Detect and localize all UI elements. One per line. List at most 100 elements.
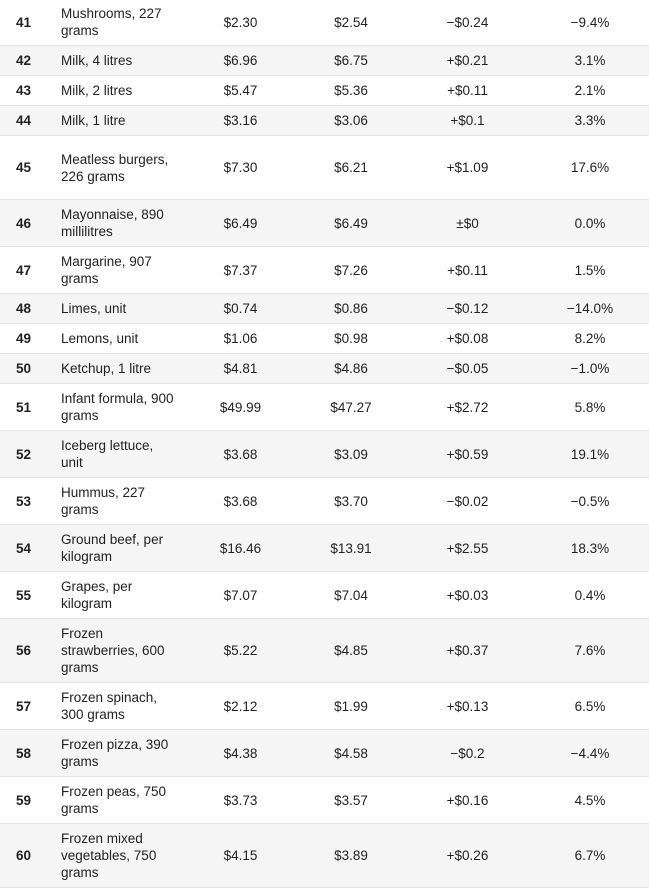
row-percent: 0.4% — [531, 571, 649, 619]
table-row: 56 Frozen strawberries, 600 grams $5.22 … — [0, 618, 649, 683]
table-row: 59 Frozen peas, 750 grams $3.73 $3.57 +$… — [0, 776, 649, 824]
table-row: 54 Ground beef, per kilogram $16.46 $13.… — [0, 524, 649, 572]
row-change: +$0.03 — [404, 571, 531, 619]
row-rank: 60 — [0, 823, 53, 888]
row-price-a: $5.47 — [183, 75, 298, 106]
row-percent: 18.3% — [531, 524, 649, 572]
row-price-b: $0.86 — [298, 293, 404, 324]
row-item: Margarine, 907 grams — [53, 246, 183, 294]
row-change: −$0.12 — [404, 293, 531, 324]
row-item: Milk, 1 litre — [53, 105, 183, 136]
row-price-a: $2.12 — [183, 682, 298, 730]
row-change: +$2.72 — [404, 383, 531, 431]
table-row: 51 Infant formula, 900 grams $49.99 $47.… — [0, 383, 649, 431]
row-item: Infant formula, 900 grams — [53, 383, 183, 431]
row-price-a: $4.81 — [183, 353, 298, 384]
row-item: Iceberg lettuce, unit — [53, 430, 183, 478]
row-percent: −9.4% — [531, 0, 649, 46]
row-price-b: $3.06 — [298, 105, 404, 136]
table-row: 50 Ketchup, 1 litre $4.81 $4.86 −$0.05 −… — [0, 353, 649, 384]
row-change: −$0.05 — [404, 353, 531, 384]
row-rank: 57 — [0, 682, 53, 730]
row-rank: 59 — [0, 776, 53, 824]
table-row: 41 Mushrooms, 227 grams $2.30 $2.54 −$0.… — [0, 0, 649, 46]
row-rank: 55 — [0, 571, 53, 619]
row-change: +$0.26 — [404, 823, 531, 888]
row-price-a: $7.07 — [183, 571, 298, 619]
row-item: Hummus, 227 grams — [53, 477, 183, 525]
row-percent: 19.1% — [531, 430, 649, 478]
table-row: 58 Frozen pizza, 390 grams $4.38 $4.58 −… — [0, 729, 649, 777]
row-rank: 45 — [0, 135, 53, 200]
row-price-a: $0.74 — [183, 293, 298, 324]
row-price-b: $0.98 — [298, 323, 404, 354]
row-item: Frozen strawberries, 600 grams — [53, 618, 183, 683]
row-rank: 50 — [0, 353, 53, 384]
row-item: Frozen peas, 750 grams — [53, 776, 183, 824]
row-price-a: $4.38 — [183, 729, 298, 777]
row-price-b: $3.09 — [298, 430, 404, 478]
row-item: Mayonnaise, 890 millilitres — [53, 199, 183, 247]
row-price-a: $3.68 — [183, 477, 298, 525]
row-item: Frozen mixed vegetables, 750 grams — [53, 823, 183, 888]
row-percent: 7.6% — [531, 618, 649, 683]
row-percent: −0.5% — [531, 477, 649, 525]
row-rank: 43 — [0, 75, 53, 106]
row-rank: 56 — [0, 618, 53, 683]
row-change: −$0.02 — [404, 477, 531, 525]
row-rank: 47 — [0, 246, 53, 294]
row-percent: 0.0% — [531, 199, 649, 247]
row-percent: 6.7% — [531, 823, 649, 888]
row-rank: 48 — [0, 293, 53, 324]
row-price-a: $7.37 — [183, 246, 298, 294]
row-percent: 2.1% — [531, 75, 649, 106]
row-price-b: $3.89 — [298, 823, 404, 888]
row-price-a: $5.22 — [183, 618, 298, 683]
row-price-b: $6.75 — [298, 45, 404, 76]
row-percent: 3.3% — [531, 105, 649, 136]
row-price-b: $47.27 — [298, 383, 404, 431]
row-item: Ketchup, 1 litre — [53, 353, 183, 384]
row-price-b: $1.99 — [298, 682, 404, 730]
row-rank: 53 — [0, 477, 53, 525]
table-row: 46 Mayonnaise, 890 millilitres $6.49 $6.… — [0, 199, 649, 247]
table-row: 44 Milk, 1 litre $3.16 $3.06 +$0.1 3.3% — [0, 105, 649, 136]
row-item: Grapes, per kilogram — [53, 571, 183, 619]
row-change: +$0.13 — [404, 682, 531, 730]
row-price-b: $3.70 — [298, 477, 404, 525]
row-price-a: $4.15 — [183, 823, 298, 888]
table-row: 57 Frozen spinach, 300 grams $2.12 $1.99… — [0, 682, 649, 730]
row-item: Frozen pizza, 390 grams — [53, 729, 183, 777]
row-change: +$0.08 — [404, 323, 531, 354]
row-price-b: $4.85 — [298, 618, 404, 683]
row-change: +$0.21 — [404, 45, 531, 76]
row-change: −$0.24 — [404, 0, 531, 46]
row-price-b: $7.04 — [298, 571, 404, 619]
row-change: +$0.37 — [404, 618, 531, 683]
table-row: 43 Milk, 2 litres $5.47 $5.36 +$0.11 2.1… — [0, 75, 649, 106]
row-price-b: $6.21 — [298, 135, 404, 200]
row-change: ±$0 — [404, 199, 531, 247]
row-item: Milk, 4 litres — [53, 45, 183, 76]
row-rank: 42 — [0, 45, 53, 76]
row-item: Limes, unit — [53, 293, 183, 324]
row-change: +$0.59 — [404, 430, 531, 478]
row-rank: 46 — [0, 199, 53, 247]
table-row: 48 Limes, unit $0.74 $0.86 −$0.12 −14.0% — [0, 293, 649, 324]
row-item: Milk, 2 litres — [53, 75, 183, 106]
row-percent: 17.6% — [531, 135, 649, 200]
row-percent: 8.2% — [531, 323, 649, 354]
row-price-b: $7.26 — [298, 246, 404, 294]
row-change: +$0.1 — [404, 105, 531, 136]
row-change: +$0.16 — [404, 776, 531, 824]
row-price-b: $4.86 — [298, 353, 404, 384]
row-percent: 4.5% — [531, 776, 649, 824]
table-row: 45 Meatless burgers, 226 grams $7.30 $6.… — [0, 135, 649, 200]
row-price-b: $6.49 — [298, 199, 404, 247]
table-row: 42 Milk, 4 litres $6.96 $6.75 +$0.21 3.1… — [0, 45, 649, 76]
table-row: 60 Frozen mixed vegetables, 750 grams $4… — [0, 823, 649, 888]
row-price-a: $7.30 — [183, 135, 298, 200]
row-rank: 58 — [0, 729, 53, 777]
table-row: 47 Margarine, 907 grams $7.37 $7.26 +$0.… — [0, 246, 649, 294]
row-price-a: $6.49 — [183, 199, 298, 247]
